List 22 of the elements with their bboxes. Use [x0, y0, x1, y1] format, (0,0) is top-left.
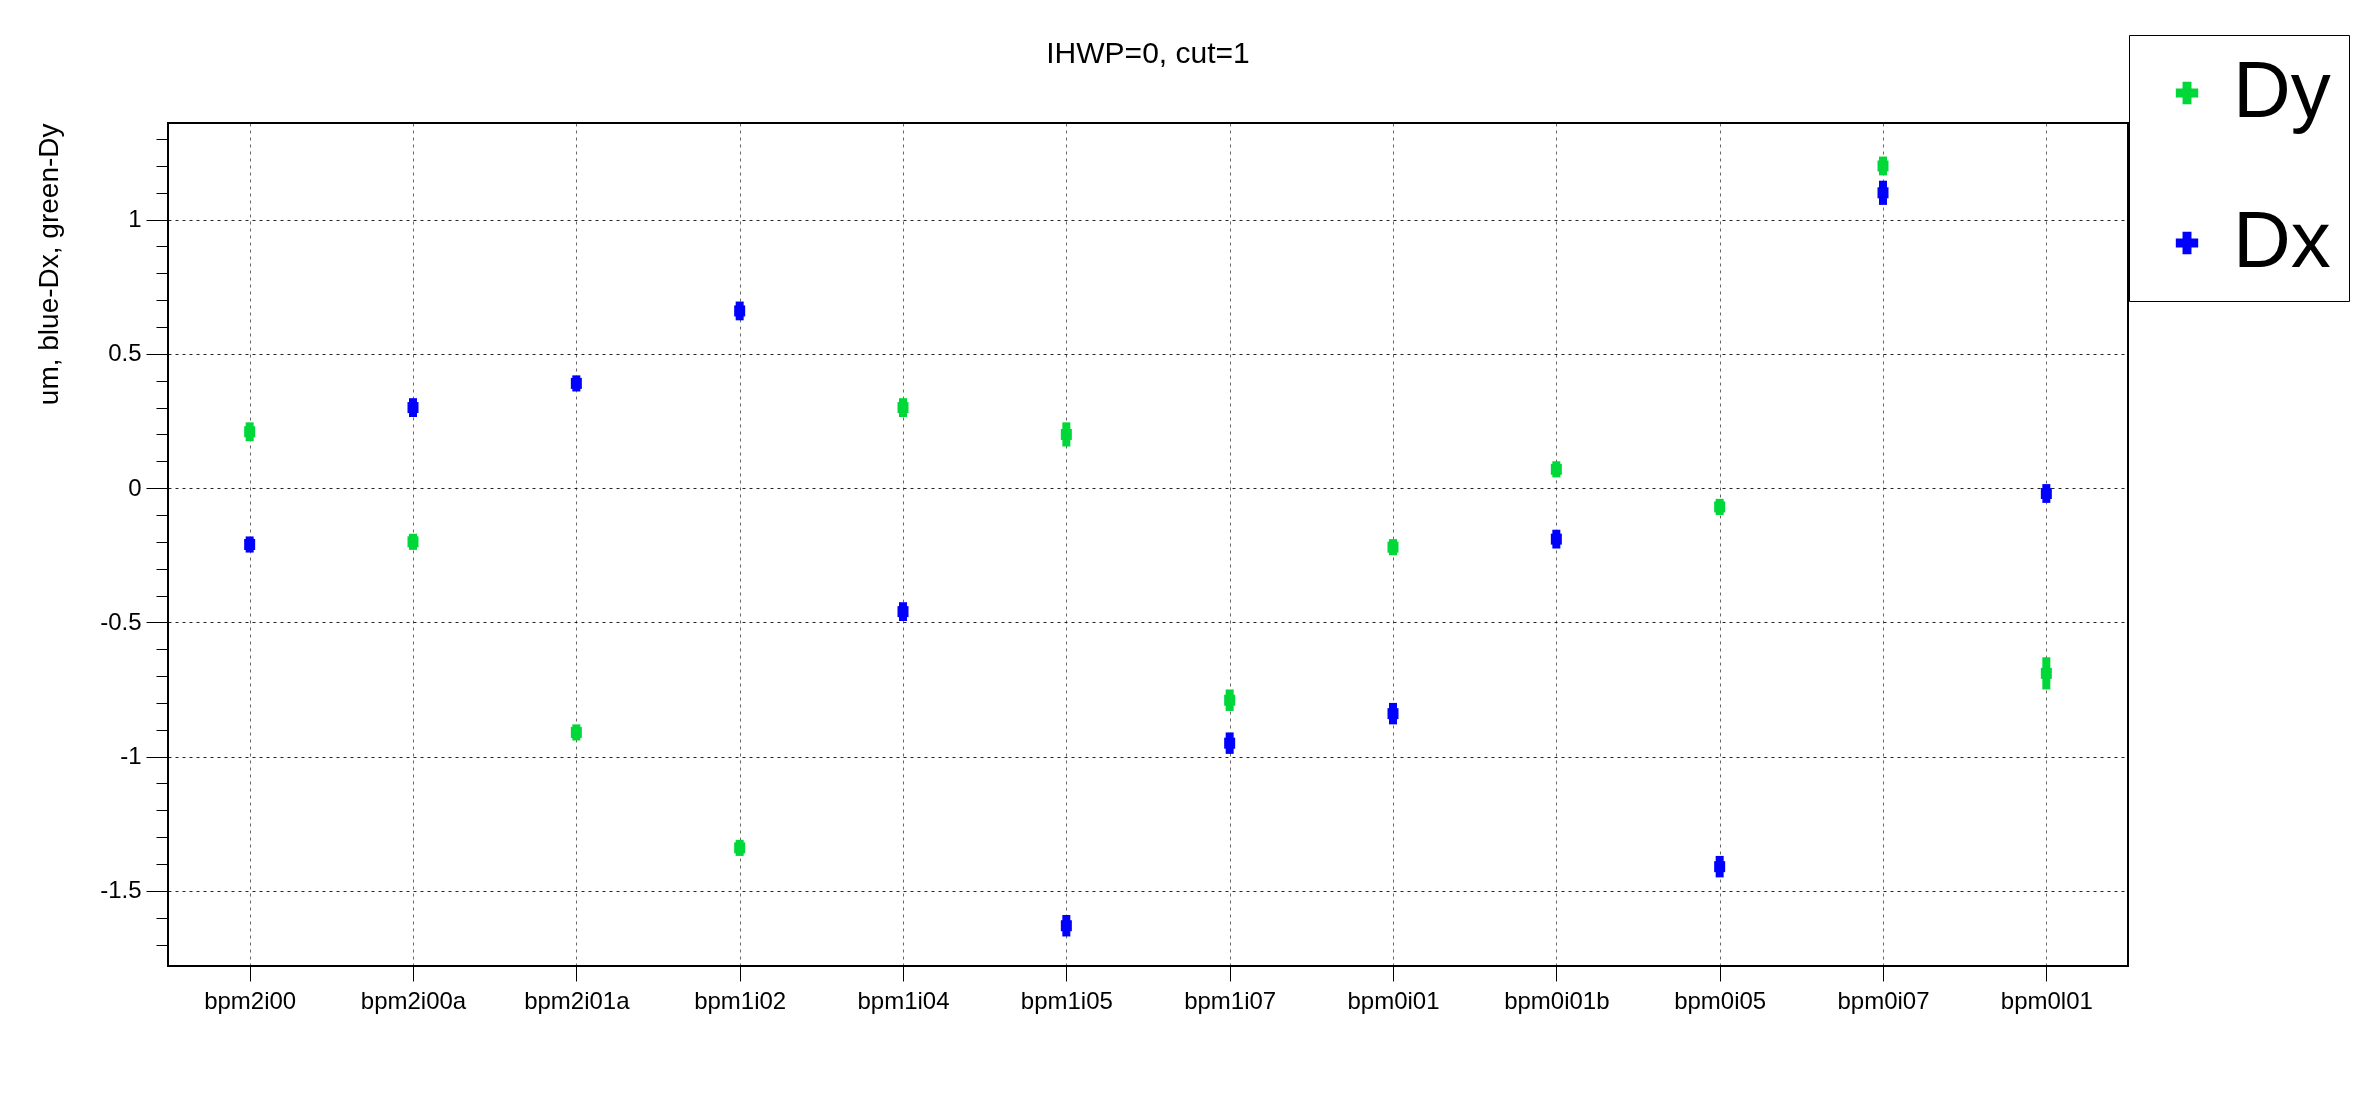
y-tick-label: -1 — [120, 742, 142, 770]
legend-label: Dy — [2233, 45, 2331, 134]
y-tick-label: 0.5 — [108, 339, 142, 367]
y-tick-label: 0 — [128, 473, 142, 501]
x-tick-label: bpm1i02 — [694, 986, 787, 1014]
x-tick-label: bpm0i01 — [1347, 986, 1440, 1014]
y-tick-label: 1 — [128, 205, 142, 233]
x-tick-label: bpm1i07 — [1184, 986, 1277, 1014]
x-tick-label: bpm0i05 — [1674, 986, 1767, 1014]
y-tick-label: -1.5 — [100, 876, 142, 904]
chart-title: IHWP=0, cut=1 — [1046, 35, 1250, 69]
x-tick-label: bpm0i01b — [1504, 986, 1610, 1014]
x-tick-label: bpm0i07 — [1837, 986, 1930, 1014]
x-tick-label: bpm2i01a — [524, 986, 631, 1014]
x-tick-label: bpm0l01 — [2000, 986, 2093, 1014]
legend-label: Dx — [2233, 195, 2331, 284]
x-tick-label: bpm1i04 — [857, 986, 950, 1014]
x-tick-label: bpm1i05 — [1020, 986, 1113, 1014]
x-tick-label: bpm2i00a — [360, 986, 467, 1014]
y-tick-label: -0.5 — [100, 607, 142, 635]
y-axis-title: um, blue-Dx, green-Dy — [32, 123, 64, 406]
x-tick-label: bpm2i00 — [204, 986, 297, 1014]
